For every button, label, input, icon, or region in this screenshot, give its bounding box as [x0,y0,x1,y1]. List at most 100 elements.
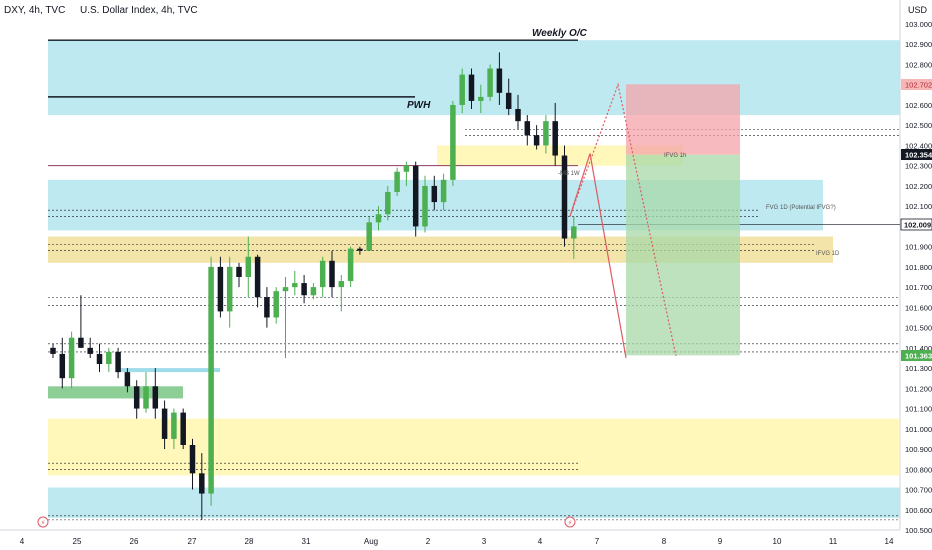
x-tick-14: 11 [829,537,838,546]
x-tick-6: Aug [364,537,378,546]
candle-body-48 [496,68,503,93]
y-tick-8: 102.200 [905,182,932,191]
candle-body-39 [412,165,419,227]
y-tick-15: 101.500 [905,324,932,333]
badge-last-text: 102.009 [904,221,931,230]
candle-body-0 [50,347,56,354]
candle-body-31 [338,281,345,288]
y-tick-1: 102.900 [905,40,932,49]
zones-layer [48,40,900,518]
badge-last: 102.009 [900,218,932,231]
take-profit-area [626,154,740,356]
y-tick-0: 103.000 [905,20,932,29]
x-tick-4: 28 [245,537,254,546]
x-tick-9: 4 [538,537,543,546]
candle-body-46 [478,96,484,101]
x-tick-1: 25 [73,537,82,546]
y-tick-19: 101.100 [905,405,932,414]
candle-body-25 [282,287,289,292]
candle-body-14 [180,412,186,445]
candle-body-23 [264,297,270,318]
candle-body-19 [226,266,233,312]
y-tick-16: 101.400 [905,344,932,353]
stop-loss-area [626,84,740,155]
candle-body-54 [552,121,558,156]
fvg-1d-label: FVG 1D (Potential IFVG?) [766,205,836,211]
currency-label: USD [908,5,928,15]
badge-bottom: 101.363 [901,350,932,361]
x-tick-15: 14 [885,537,894,546]
candle-body-17 [208,266,214,494]
y-tick-11: 101.900 [905,243,932,252]
y-tick-21: 100.900 [905,445,932,454]
candles-layer [50,52,577,520]
x-tick-2: 26 [130,537,139,546]
candle-body-30 [329,260,335,288]
candle-body-13 [171,412,177,439]
candle-body-45 [468,74,475,101]
candle-body-44 [459,74,465,105]
candle-body-7 [115,351,121,373]
candle-body-56 [571,226,577,239]
candle-body-36 [385,191,391,215]
candle-body-37 [394,171,400,192]
candle-body-6 [106,351,112,365]
candle-body-38 [403,165,410,172]
x-tick-3: 27 [188,537,197,546]
ifvg-1d-label: IFVG 1D [816,251,840,257]
x-tick-0: 4 [20,537,25,546]
candle-body-41 [431,185,438,203]
y-tick-4: 102.600 [905,101,932,110]
badge-current: 102.354 [901,149,932,160]
projection-solid-arrow [569,153,627,359]
badge-bottom-text: 101.363 [905,352,932,361]
price-axis[interactable]: 103.000102.900102.800102.700102.600102.5… [905,20,932,535]
candle-body-35 [375,214,382,223]
zone-3 [437,145,683,166]
candle-body-16 [199,473,205,494]
candle-body-4 [87,347,93,354]
zone-cyan-small [120,368,220,373]
y-tick-23: 100.700 [905,486,932,495]
candle-body-47 [487,68,493,97]
candle-body-18 [217,266,224,312]
badge-top-text: 102.702 [905,81,932,90]
x-tick-13: 10 [773,537,782,546]
svg-text:⚡: ⚡ [41,519,46,527]
x-tick-12: 9 [718,537,723,546]
candle-body-2 [68,337,75,379]
candle-body-9 [133,386,140,409]
y-tick-24: 100.600 [905,506,932,515]
candle-body-53 [543,121,549,146]
candle-body-33 [357,248,363,251]
event-marker-left[interactable]: ⚡ [37,516,49,528]
y-tick-18: 101.200 [905,384,932,393]
candle-body-11 [152,386,159,409]
candle-body-55 [561,155,568,239]
candle-body-5 [96,353,103,365]
zone-green-small [48,386,183,399]
svg-text:⚡: ⚡ [568,519,573,527]
time-axis[interactable]: 4 25 26 27 28 31 Aug 2 3 4 7 8 9 10 11 14 [20,537,894,546]
candle-body-42 [440,179,447,203]
badge-current-text: 102.354 [905,151,932,160]
position-tool[interactable] [626,84,740,356]
x-tick-11: 8 [662,537,667,546]
candle-body-50 [515,109,521,122]
event-marker-right[interactable]: ⚡ [564,516,576,528]
ifvg-1h-label: IFVG 1h [664,153,686,159]
candle-body-27 [301,283,307,296]
candle-body-34 [366,222,372,251]
y-tick-12: 101.800 [905,263,932,272]
projection-arrows [569,82,677,359]
candle-body-3 [78,337,84,348]
candle-body-32 [347,248,354,282]
y-tick-9: 102.100 [905,202,932,211]
y-tick-7: 102.300 [905,162,932,171]
y-tick-6: 102.400 [905,141,932,150]
y-tick-5: 102.500 [905,121,932,130]
candle-body-20 [236,266,242,277]
candle-body-21 [245,256,252,277]
chart-title: DXY, 4h, TVC [4,5,65,16]
